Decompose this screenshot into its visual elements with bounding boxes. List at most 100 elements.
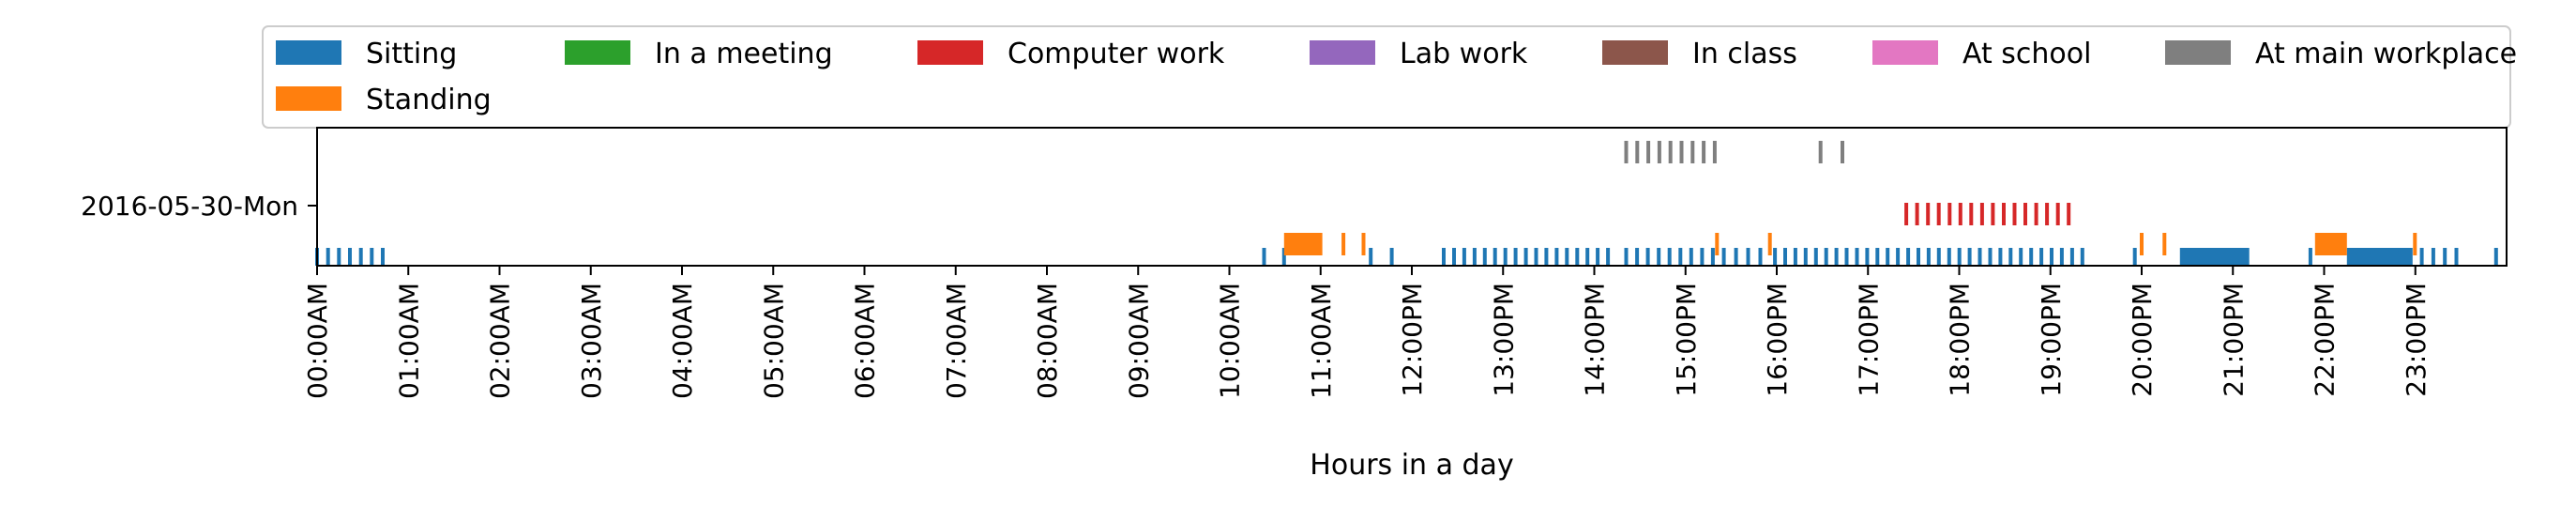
x-tick-label: 09:00AM [1123,283,1154,399]
x-tick-label: 17:00PM [1853,283,1884,397]
legend-label: Standing [366,84,492,116]
activity-mark [1544,248,1549,266]
activity-mark [1482,248,1487,266]
activity-mark [337,248,341,266]
activity-mark [1977,248,1982,266]
x-tick-label: 12:00PM [1397,283,1428,397]
activity-mark [1715,233,1720,255]
activity-mark [381,248,385,266]
activity-mark [1493,248,1497,266]
legend-label: At main workplace [2255,38,2517,70]
activity-interval [2413,233,2417,255]
activity-mark [1834,248,1839,266]
legend-item: Standing [276,84,492,116]
x-tick-label: 05:00AM [758,283,789,399]
activity-mark [1844,248,1849,266]
legend-swatch [565,40,630,65]
legend-label: Sitting [366,38,457,70]
activity-mark [1886,248,1890,266]
activity-mark [1646,141,1651,163]
activity-mark [1758,248,1763,266]
activity-mark [1679,141,1684,163]
legend-item: Computer work [917,38,1225,70]
legend: Sitting In a meeting Computer work Lab work… [262,25,2517,129]
activity-mark [2308,248,2312,266]
activity-mark [1958,203,1962,225]
activity-mark [1635,248,1640,266]
activity-mark [1967,248,1972,266]
activity-mark [1523,248,1528,266]
x-tick-label: 04:00AM [667,283,698,399]
activity-mark [2002,203,2006,225]
legend-label: Computer work [1008,38,1225,70]
x-tick-label: 21:00PM [2218,283,2249,397]
activity-interval [1904,203,2071,225]
x-tick-label: 20:00PM [2127,283,2158,397]
activity-interval [315,248,385,266]
activity-mark [1841,141,1844,163]
legend-item: In class [1602,38,1797,70]
x-tick-label: 14:00PM [1580,283,1611,397]
activity-mark [1721,248,1726,266]
activity-mark [2023,203,2027,225]
activity-mark [1606,248,1611,266]
activity-mark [2034,203,2038,225]
activity-mark [1262,248,1266,266]
activity-block [2179,248,2250,266]
activity-mark [1689,248,1693,266]
activity-mark [1361,233,1366,255]
x-tick-label: 18:00PM [1945,283,1976,397]
activity-mark [1565,248,1569,266]
activity-mark [1700,248,1705,266]
activity-mark [1702,141,1706,163]
activity-mark [1947,203,1952,225]
activity-interval [1715,233,1720,255]
activity-mark [1281,248,1286,266]
activity-mark [1998,248,2003,266]
activity-mark [2413,233,2417,255]
activity-block [1283,233,1323,255]
legend-swatch [1872,40,1938,65]
activity-interval [2308,248,2312,266]
activity-mark [2019,248,2023,266]
activity-mark [1767,233,1772,255]
x-tick-label: 16:00PM [1762,283,1793,397]
activity-mark [1596,248,1600,266]
activity-mark [370,248,374,266]
activity-mark [1678,248,1683,266]
activity-mark [2012,203,2017,225]
activity-interval [1773,248,2084,266]
activity-mark [2454,248,2459,266]
x-tick-label: 01:00AM [393,283,424,399]
activity-mark [1773,248,1778,266]
activity-mark [1783,248,1787,266]
activity-block [2346,248,2413,266]
activity-mark [1917,248,1920,266]
activity-mark [1906,248,1911,266]
activity-mark [1690,141,1695,163]
activity-mark [1624,141,1629,163]
legend-item: At school [1872,38,2091,70]
activity-mark [1369,248,1373,266]
activity-mark [2162,233,2167,255]
activity-mark [1585,248,1590,266]
x-axis-label: Hours in a day [1310,449,1513,482]
x-tick-label: 13:00PM [1488,283,1519,397]
activity-mark [1803,248,1808,266]
activity-mark [2080,248,2084,266]
x-tick-label: 03:00AM [576,283,607,399]
legend-swatch [1310,40,1375,65]
activity-mark [1710,248,1715,266]
activity-mark [1668,141,1673,163]
x-tick-label: 22:00PM [2310,283,2341,397]
legend-item: In a meeting [565,38,833,70]
activity-mark [2039,248,2044,266]
activity-interval [2132,248,2137,266]
activity-mark [1645,248,1650,266]
activity-interval [1818,141,1844,163]
activity-mark [1534,248,1538,266]
activity-mark [2443,248,2447,266]
activity-mark [1915,203,1919,225]
legend-item: At main workplace [2165,38,2517,70]
activity-mark [2067,203,2071,225]
